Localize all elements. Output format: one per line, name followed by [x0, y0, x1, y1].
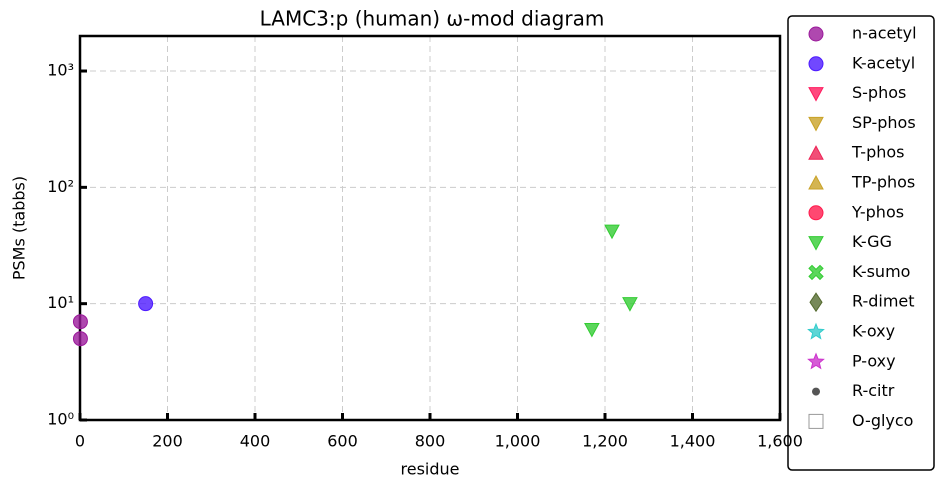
legend-swatch [808, 413, 824, 429]
legend-swatch [808, 174, 824, 190]
legend-swatch [807, 352, 825, 370]
legend-swatch [807, 322, 825, 340]
legend-label: R-dimet [852, 292, 915, 311]
data-point [622, 297, 638, 312]
y-tick-label: 10¹ [47, 293, 74, 312]
legend-label: TP-phos [851, 173, 915, 192]
legend-swatch [808, 87, 824, 102]
legend-swatch [808, 56, 824, 72]
x-tick-label: 0 [75, 432, 85, 451]
legend-label: O-glyco [852, 411, 913, 430]
data-point [72, 314, 88, 330]
legend-box [787, 15, 935, 471]
data-point [72, 331, 88, 347]
x-tick-label: 1,600 [757, 432, 803, 451]
legend-label: K-GG [852, 232, 892, 251]
legend-label: R-citr [852, 381, 895, 400]
y-axis-label: PSMs (tabbs) [10, 176, 29, 280]
legend-label: SP-phos [852, 113, 916, 132]
legend-swatch [812, 387, 820, 396]
legend-label: n-acetyl [852, 24, 917, 43]
legend-label: K-sumo [852, 262, 910, 281]
x-tick-label: 200 [152, 432, 183, 451]
x-tick-label: 600 [327, 432, 358, 451]
x-tick-label: 1,200 [582, 432, 628, 451]
legend-label: P-oxy [852, 351, 896, 370]
legend-label: S-phos [852, 83, 906, 102]
x-tick-label: 800 [415, 432, 446, 451]
legend-label: T-phos [851, 143, 905, 162]
x-tick-label: 1,000 [495, 432, 541, 451]
data-point [584, 322, 600, 338]
legend-swatch [808, 205, 824, 221]
legend-swatch [809, 292, 823, 313]
x-tick-label: 400 [240, 432, 271, 451]
legend-swatch [808, 116, 824, 132]
y-tick-label: 10² [47, 177, 74, 196]
legend-swatch [808, 145, 824, 160]
legend-label: K-oxy [852, 322, 895, 341]
legend-label: K-acetyl [852, 53, 915, 72]
y-tick-label: 10³ [47, 61, 74, 80]
chart-title: LAMC3:p (human) ω-mod diagram [260, 7, 605, 31]
y-tick-label: 10⁰ [47, 410, 74, 429]
data-point [138, 296, 154, 312]
legend-swatch [808, 26, 824, 42]
plot-frame [78, 34, 782, 422]
x-tick-label: 1,400 [670, 432, 716, 451]
legend-label: Y-phos [851, 202, 904, 221]
legend-swatch [808, 236, 824, 251]
legend-swatch [808, 264, 824, 281]
x-axis-label: residue [401, 460, 460, 479]
data-point [604, 224, 620, 240]
